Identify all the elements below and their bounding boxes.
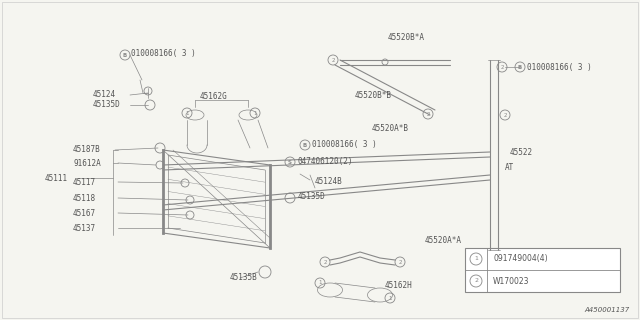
- Text: B: B: [123, 52, 127, 58]
- Text: 45522: 45522: [510, 148, 533, 156]
- Text: AT: AT: [505, 163, 515, 172]
- Text: 45124B: 45124B: [315, 177, 343, 186]
- Text: 1: 1: [318, 281, 322, 285]
- Text: 45117: 45117: [73, 178, 96, 187]
- Text: 2: 2: [323, 260, 327, 265]
- Text: 1: 1: [474, 257, 478, 261]
- Text: A450001137: A450001137: [585, 307, 630, 313]
- Text: 45135B: 45135B: [230, 274, 258, 283]
- Text: W170023: W170023: [493, 276, 529, 285]
- Text: 45520B*A: 45520B*A: [388, 33, 425, 42]
- Text: 45187B: 45187B: [73, 145, 100, 154]
- Text: 45162H: 45162H: [385, 281, 413, 290]
- Text: 91612A: 91612A: [73, 158, 100, 167]
- Text: 1: 1: [253, 110, 257, 116]
- Text: S: S: [288, 159, 292, 164]
- Text: 2: 2: [500, 65, 504, 69]
- Text: 2: 2: [474, 278, 478, 284]
- Text: 1: 1: [185, 110, 189, 116]
- Text: 2: 2: [426, 111, 429, 116]
- Text: 010008166( 3 ): 010008166( 3 ): [131, 49, 196, 58]
- Text: 010008166( 3 ): 010008166( 3 ): [312, 140, 377, 148]
- Text: 45167: 45167: [73, 209, 96, 218]
- Text: 091749004(4): 091749004(4): [493, 254, 548, 263]
- Text: 2: 2: [398, 260, 402, 265]
- Text: 010008166( 3 ): 010008166( 3 ): [527, 62, 592, 71]
- Text: 45137: 45137: [73, 223, 96, 233]
- Text: 45520A*B: 45520A*B: [372, 124, 409, 132]
- Text: 45520A*A: 45520A*A: [425, 236, 462, 244]
- Text: 45520B*B: 45520B*B: [355, 91, 392, 100]
- Text: 45162G: 45162G: [200, 92, 228, 100]
- Text: 45135D: 45135D: [93, 100, 121, 108]
- Text: 047406120(2): 047406120(2): [297, 156, 353, 165]
- Text: 45124: 45124: [93, 90, 116, 99]
- Text: 45135D: 45135D: [298, 191, 326, 201]
- Text: 2: 2: [332, 58, 335, 62]
- Text: 1: 1: [388, 295, 392, 300]
- Text: B: B: [303, 142, 307, 148]
- Text: 45111: 45111: [45, 173, 68, 182]
- Text: 2: 2: [503, 113, 507, 117]
- Bar: [465, 248, 620, 292]
- Text: B: B: [518, 65, 522, 69]
- Text: 45118: 45118: [73, 194, 96, 203]
